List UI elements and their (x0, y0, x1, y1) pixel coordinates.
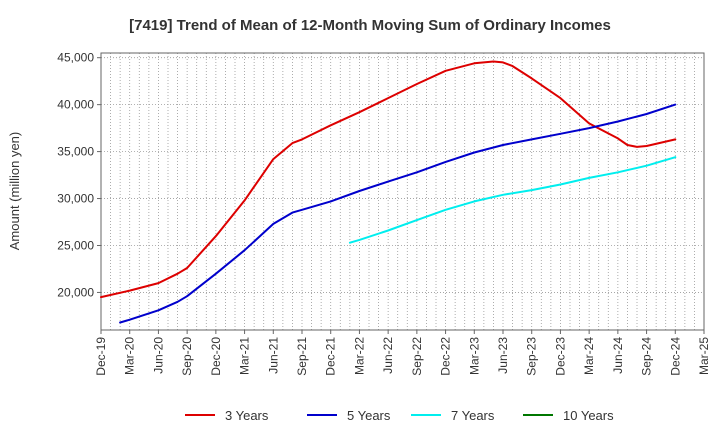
y-tick-label: 25,000 (57, 238, 94, 252)
grid (101, 53, 704, 330)
x-tick-label: Jun-20 (151, 337, 165, 374)
x-tick-label: Jun-23 (496, 337, 510, 374)
x-tick-label: Sep-24 (640, 337, 654, 376)
x-tick-label: Mar-21 (238, 337, 252, 375)
x-tick-label: Sep-22 (410, 337, 424, 376)
legend-label: 5 Years (347, 408, 391, 423)
x-ticks: Dec-19 Mar-20 Jun-20 Sep-20 Dec-20 Mar-21 Jun-… (94, 330, 711, 376)
x-tick-label: Mar-23 (467, 337, 481, 375)
x-tick-label: Jun-24 (611, 337, 625, 374)
y-tick-label: 35,000 (57, 145, 94, 159)
series-line-3-years (100, 60, 677, 299)
x-tick-label: Jun-21 (266, 337, 280, 374)
legend: 3 Years 5 Years 7 Years 10 Years (185, 408, 614, 423)
x-tick-label: Dec-19 (94, 337, 108, 376)
x-tick-label: Dec-22 (439, 337, 453, 376)
legend-label: 10 Years (563, 408, 614, 423)
x-tick-label: Sep-20 (180, 337, 194, 376)
series-line-7-years (348, 156, 677, 244)
legend-label: 7 Years (451, 408, 495, 423)
x-tick-label: Jun-22 (381, 337, 395, 374)
series-line-5-years (119, 103, 677, 324)
x-tick-label: Sep-23 (525, 337, 539, 376)
x-tick-label: Mar-20 (123, 337, 137, 375)
y-tick-label: 30,000 (57, 192, 94, 206)
series (100, 60, 677, 324)
x-tick-label: Dec-20 (209, 337, 223, 376)
x-tick-label: Dec-24 (668, 337, 682, 376)
y-tick-label: 20,000 (57, 285, 94, 299)
x-tick-label: Mar-25 (697, 337, 711, 375)
x-tick-label: Dec-23 (553, 337, 567, 376)
y-axis-label: Amount (million yen) (7, 132, 22, 251)
x-tick-label: Mar-24 (582, 337, 596, 375)
plot-frame (100, 52, 705, 331)
chart-title: [7419] Trend of Mean of 12-Month Moving … (129, 17, 611, 34)
y-ticks: 20,000 25,000 30,000 35,000 40,000 45,000 (57, 51, 101, 299)
y-tick-label: 40,000 (57, 98, 94, 112)
x-tick-label: Sep-21 (295, 337, 309, 376)
x-tick-label: Mar-22 (352, 337, 366, 375)
x-tick-label: Dec-21 (324, 337, 338, 376)
y-tick-label: 45,000 (57, 51, 94, 65)
legend-label: 3 Years (225, 408, 269, 423)
